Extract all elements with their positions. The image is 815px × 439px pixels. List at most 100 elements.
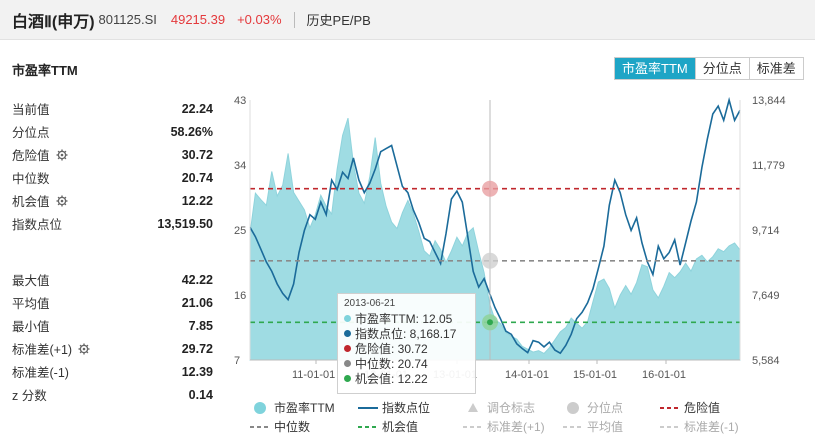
stat-label: z 分数	[12, 389, 47, 403]
legend-item[interactable]: 平均值	[561, 418, 658, 435]
stat-value: 29.72	[181, 341, 213, 356]
stat-label: 危险值	[12, 145, 68, 164]
series-dot-icon	[344, 375, 351, 382]
stat-label: 中位数	[12, 172, 50, 186]
stat-row: 机会值 12.22	[12, 189, 213, 212]
chart-legend-row1: 市盈率TTM 指数点位 调仓标志 分位点 危险值	[248, 399, 748, 416]
index-change: +0.03%	[237, 12, 282, 27]
index-price: 49215.39	[170, 12, 226, 27]
stat-row: 指数点位 13,519.50	[12, 212, 213, 235]
stat-label: 最大值	[12, 274, 50, 288]
stat-row: 最大值 42.22	[12, 268, 213, 291]
legend-item[interactable]: 指数点位	[356, 399, 461, 416]
right-axis-tick-label: 9,714	[752, 225, 780, 237]
legend-dash-icon	[660, 425, 680, 428]
stat-label: 标准差(+1)	[12, 339, 90, 358]
stat-value: 12.39	[181, 364, 213, 379]
stat-row: z 分数 0.14	[12, 383, 213, 406]
stat-value: 42.22	[181, 272, 213, 287]
series-dot-icon	[344, 345, 351, 352]
stat-value: 22.24	[181, 101, 213, 116]
stat-label: 当前值	[12, 103, 50, 117]
tooltip-row: 危险值: 30.72	[344, 341, 469, 356]
legend-item[interactable]: 机会值	[356, 418, 461, 435]
stat-row: 平均值 21.06	[12, 291, 213, 314]
legend-dot-icon	[567, 401, 579, 414]
left-axis-tick-label: 7	[234, 355, 240, 367]
stats-bottom-panel: 最大值 42.22 平均值 21.06 最小值 7.85 标准差(+1) 29.72 标准差(-…	[12, 268, 213, 406]
right-axis-tick-label: 11,779	[752, 160, 785, 172]
x-axis-tick-label: 15-01-01	[573, 369, 617, 381]
tooltip-date: 2013-06-21	[344, 298, 396, 309]
series-dot-icon	[344, 315, 351, 322]
legend-item[interactable]: 调仓标志	[461, 399, 561, 416]
legend-line-icon	[358, 406, 378, 409]
history-pe-pb-link[interactable]: 历史PE/PB	[306, 13, 371, 28]
stat-value: 30.72	[181, 147, 213, 162]
chart-legend-row2: 中位数 机会值 标准差(+1) 平均值 标准差(-1)	[248, 418, 748, 435]
stat-value: 20.74	[181, 170, 213, 185]
left-axis-tick-label: 25	[234, 225, 246, 237]
tab-percentile[interactable]: 分位点	[694, 58, 749, 79]
legend-item[interactable]: 分位点	[561, 399, 658, 416]
left-axis-tick-label: 43	[234, 95, 246, 107]
legend-item[interactable]: 标准差(-1)	[658, 418, 748, 435]
x-axis-tick-label: 14-01-01	[505, 369, 549, 381]
stat-label: 指数点位	[12, 218, 63, 232]
section-title: 市盈率TTM	[12, 63, 78, 78]
legend-triangle-icon	[468, 402, 478, 412]
stat-value: 13,519.50	[157, 216, 213, 231]
series-dot-icon	[344, 330, 351, 337]
legend-item[interactable]: 市盈率TTM	[248, 399, 356, 416]
gear-icon[interactable]	[56, 149, 68, 161]
legend-dash-icon	[250, 425, 270, 428]
stats-top-panel: 当前值 22.24 分位点 58.26% 危险值 30.72 中位数 20.74 机会值 12.2…	[12, 97, 213, 235]
right-axis-tick-label: 7,649	[752, 290, 780, 302]
tooltip-row: 中位数: 20.74	[344, 356, 469, 371]
left-axis-tick-label: 16	[234, 290, 246, 302]
median-marker	[482, 252, 498, 269]
x-axis-tick-label: 16-01-01	[642, 369, 686, 381]
stat-row: 标准差(-1) 12.39	[12, 360, 213, 383]
tab-std-dev[interactable]: 标准差	[748, 58, 803, 79]
danger-marker	[482, 180, 498, 197]
tooltip-row: 市盈率TTM: 12.05	[344, 311, 469, 326]
left-axis-tick-label: 34	[234, 160, 246, 172]
stat-label: 分位点	[12, 126, 50, 140]
metric-tabs: 市盈率TTM 分位点 标准差	[614, 57, 804, 80]
gear-icon[interactable]	[56, 195, 68, 207]
legend-dot-icon	[254, 401, 266, 414]
stat-value: 58.26%	[170, 124, 213, 139]
index-line-series	[249, 96, 741, 355]
tooltip-row: 指数点位: 8,168.17	[344, 326, 469, 341]
opportunity-marker-center	[487, 319, 493, 326]
stat-label: 标准差(-1)	[12, 366, 69, 380]
header-bar: 白酒Ⅱ(申万) 801125.SI 49215.39 +0.03% 历史PE/P…	[0, 0, 815, 40]
stat-label: 平均值	[12, 297, 50, 311]
tab-pe-ttm[interactable]: 市盈率TTM	[615, 58, 695, 79]
stat-row: 危险值 30.72	[12, 143, 213, 166]
legend-item[interactable]: 标准差(+1)	[461, 418, 561, 435]
series-dot-icon	[344, 360, 351, 367]
legend-dash-icon	[563, 425, 583, 428]
right-axis-tick-label: 5,584	[752, 355, 780, 367]
header-divider	[293, 11, 295, 28]
index-name: 白酒Ⅱ(申万)	[12, 13, 95, 31]
stat-row: 当前值 22.24	[12, 97, 213, 120]
legend-dash-icon	[660, 406, 680, 409]
chart-tooltip: 2013-06-21 市盈率TTM: 12.05 指数点位: 8,168.17 危险…	[337, 293, 476, 394]
stat-value: 21.06	[181, 295, 213, 310]
index-code: 801125.SI	[98, 12, 157, 27]
legend-dash-icon	[358, 425, 378, 428]
stat-value: 0.14	[188, 387, 213, 402]
gear-icon[interactable]	[78, 343, 90, 355]
legend-item[interactable]: 中位数	[248, 418, 356, 435]
stat-row: 最小值 7.85	[12, 314, 213, 337]
legend-item[interactable]: 危险值	[658, 399, 748, 416]
x-axis-tick-label: 11-01-01	[292, 369, 335, 381]
stat-row: 标准差(+1) 29.72	[12, 337, 213, 360]
right-axis-tick-label: 13,844	[752, 95, 786, 107]
stat-value: 12.22	[181, 193, 213, 208]
stat-row: 分位点 58.26%	[12, 120, 213, 143]
stat-label: 最小值	[12, 320, 50, 334]
